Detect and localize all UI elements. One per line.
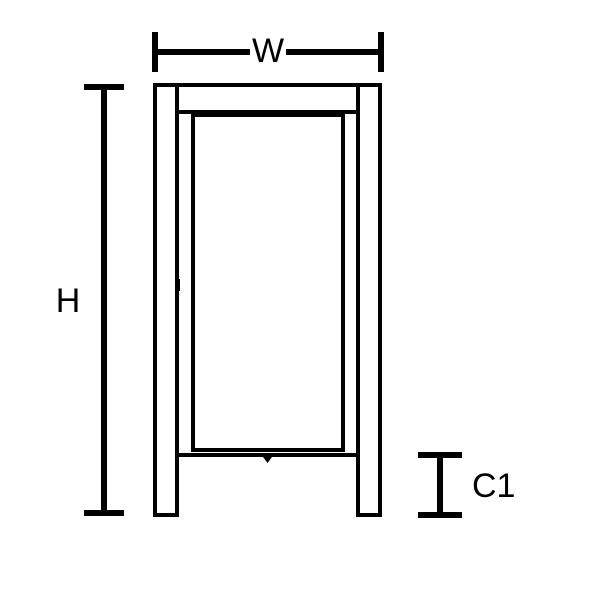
- label-H: H: [56, 282, 81, 320]
- label-W: W: [252, 32, 284, 70]
- label-C1: C1: [472, 467, 515, 505]
- dimensional-diagram: WWHC1: [0, 0, 600, 600]
